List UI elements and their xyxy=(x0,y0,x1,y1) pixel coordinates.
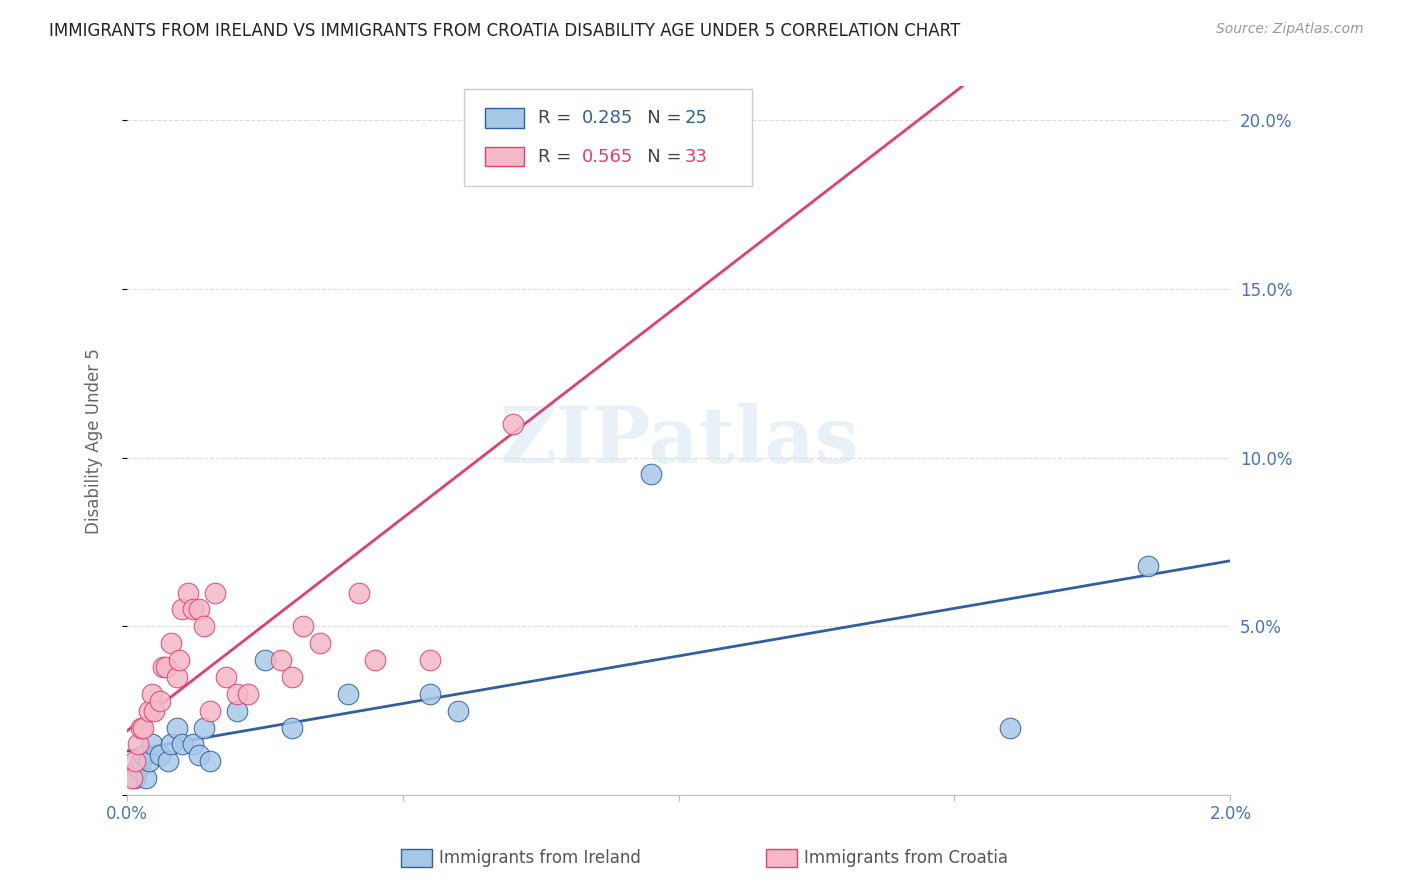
Text: Immigrants from Croatia: Immigrants from Croatia xyxy=(804,849,1008,867)
Text: R =: R = xyxy=(538,147,578,166)
Point xyxy=(226,687,249,701)
Point xyxy=(270,653,292,667)
Point xyxy=(149,747,172,762)
Point xyxy=(160,738,183,752)
Point xyxy=(166,721,188,735)
Point xyxy=(204,585,226,599)
Point xyxy=(176,585,198,599)
Text: 33: 33 xyxy=(685,147,707,166)
Point xyxy=(172,738,194,752)
Point xyxy=(1136,558,1159,573)
Point xyxy=(141,738,163,752)
Point xyxy=(447,704,470,718)
Text: Immigrants from Ireland: Immigrants from Ireland xyxy=(439,849,641,867)
Point xyxy=(612,130,634,145)
Y-axis label: Disability Age Under 5: Disability Age Under 5 xyxy=(86,348,103,533)
Point xyxy=(166,670,188,684)
Text: N =: N = xyxy=(630,109,688,128)
Point xyxy=(172,602,194,616)
Point xyxy=(160,636,183,650)
Text: R =: R = xyxy=(538,109,578,128)
Point xyxy=(141,687,163,701)
Point xyxy=(419,687,441,701)
Point xyxy=(187,602,209,616)
Text: ZIPatlas: ZIPatlas xyxy=(499,402,859,479)
Point xyxy=(138,754,160,768)
Point xyxy=(155,660,177,674)
Point xyxy=(193,619,215,633)
Point xyxy=(292,619,315,633)
Point xyxy=(132,747,155,762)
Point xyxy=(198,704,221,718)
Point xyxy=(193,721,215,735)
Point xyxy=(157,754,180,768)
Point xyxy=(187,747,209,762)
Point xyxy=(347,585,370,599)
Point xyxy=(152,660,174,674)
Point xyxy=(138,704,160,718)
Point xyxy=(226,704,249,718)
Point xyxy=(149,693,172,707)
Text: Source: ZipAtlas.com: Source: ZipAtlas.com xyxy=(1216,22,1364,37)
Point xyxy=(198,754,221,768)
Text: IMMIGRANTS FROM IRELAND VS IMMIGRANTS FROM CROATIA DISABILITY AGE UNDER 5 CORREL: IMMIGRANTS FROM IRELAND VS IMMIGRANTS FR… xyxy=(49,22,960,40)
Text: 25: 25 xyxy=(685,109,707,128)
Point xyxy=(419,653,441,667)
Point xyxy=(181,738,204,752)
Point xyxy=(124,771,146,785)
Point xyxy=(169,653,191,667)
Point xyxy=(309,636,332,650)
Point xyxy=(121,771,143,785)
Point xyxy=(640,467,662,482)
Point xyxy=(181,602,204,616)
Point xyxy=(129,754,152,768)
Point xyxy=(502,417,524,431)
Point xyxy=(127,761,149,775)
Text: 0.565: 0.565 xyxy=(582,147,634,166)
Point xyxy=(135,771,157,785)
Point xyxy=(127,738,149,752)
Point xyxy=(238,687,260,701)
Text: N =: N = xyxy=(630,147,688,166)
Point xyxy=(281,670,304,684)
Text: 0.285: 0.285 xyxy=(582,109,634,128)
Point xyxy=(336,687,359,701)
Point xyxy=(281,721,304,735)
Point xyxy=(124,754,146,768)
Point xyxy=(998,721,1021,735)
Point xyxy=(253,653,276,667)
Point xyxy=(132,721,155,735)
Point xyxy=(143,704,166,718)
Point xyxy=(364,653,387,667)
Point xyxy=(129,721,152,735)
Point xyxy=(215,670,238,684)
